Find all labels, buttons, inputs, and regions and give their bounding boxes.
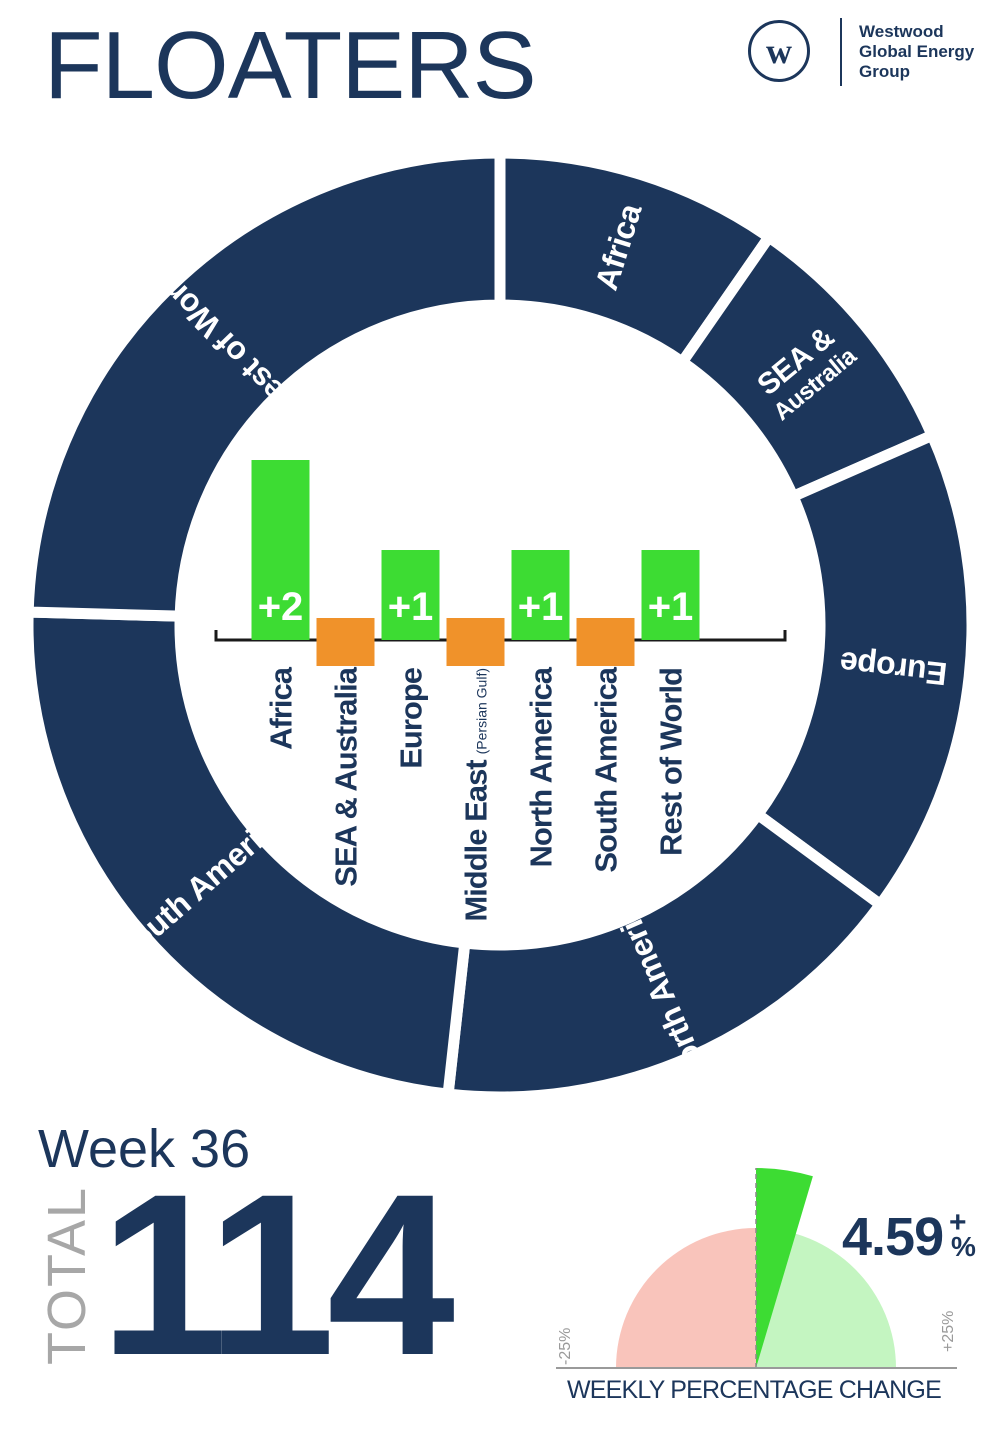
gauge-min-label: -25% <box>557 1328 574 1365</box>
bar-europe <box>381 550 440 640</box>
bar-value-label: +1 <box>518 585 564 629</box>
bar-category-label: Africa <box>264 666 299 750</box>
bar-category-label: Rest of World <box>654 668 689 856</box>
total-value: 114 <box>100 1146 455 1403</box>
bar-sea-australia <box>316 618 375 666</box>
bar-north-america <box>511 550 570 640</box>
gauge-unit: % <box>951 1231 976 1262</box>
bar-category-label: South America <box>589 666 624 872</box>
week-label: Week 36 <box>38 1119 251 1179</box>
bar-category-name: SEA & Australia <box>329 666 364 886</box>
bar-value-label: +2 <box>258 585 304 629</box>
logo-line: Group <box>859 62 910 81</box>
bar-category-name: Rest of World <box>654 668 689 856</box>
logo-line: Global Energy <box>859 42 975 61</box>
bar-category-name: Europe <box>394 667 429 769</box>
bar-value-label: +1 <box>388 585 434 629</box>
company-logo: w Westwood Global Energy Group <box>748 18 988 88</box>
donut-segment-north-america <box>442 806 889 1103</box>
gauge-needle-wedge <box>756 1168 813 1368</box>
gauge-max-label: +25% <box>940 1311 957 1352</box>
logo-divider <box>840 18 842 86</box>
bar-category-label: Europe <box>394 667 429 769</box>
gauge-value: 4.59 <box>842 1207 943 1267</box>
logo-mark-icon: w <box>748 20 810 82</box>
bar-africa <box>251 460 310 640</box>
total-label: TOTAL <box>37 1185 97 1365</box>
bar-value-label: +1 <box>648 585 694 629</box>
logo-line: Westwood <box>859 22 944 41</box>
bar-category-name: North America <box>524 666 559 867</box>
bar-rest-of-world <box>641 550 700 640</box>
gauge-negative-half <box>616 1228 756 1368</box>
donut-segment-south-america <box>22 606 471 1101</box>
bar-category-name: Middle East <box>459 760 494 922</box>
bar-middle-east <box>446 618 505 666</box>
page-title: FLOATERS <box>44 12 537 119</box>
gauge-sign: + <box>949 1206 967 1239</box>
bar-category-name: South America <box>589 666 624 872</box>
donut-segment-rest-of-world <box>22 147 506 622</box>
gauge-caption: WEEKLY PERCENTAGE CHANGE <box>567 1376 941 1404</box>
bar-category-name: Africa <box>264 666 299 750</box>
bar-south-america <box>576 618 635 666</box>
bar-category-note: (Persian Gulf) <box>474 668 490 754</box>
logo-wordmark: Westwood Global Energy Group <box>859 22 974 82</box>
bar-category-label: Middle East (Persian Gulf) <box>459 668 494 922</box>
donut-segment-europe <box>750 428 978 913</box>
gauge-positive-half <box>756 1228 896 1368</box>
bar-category-label: North America <box>524 666 559 867</box>
bar-category-label: SEA & Australia <box>329 666 364 886</box>
